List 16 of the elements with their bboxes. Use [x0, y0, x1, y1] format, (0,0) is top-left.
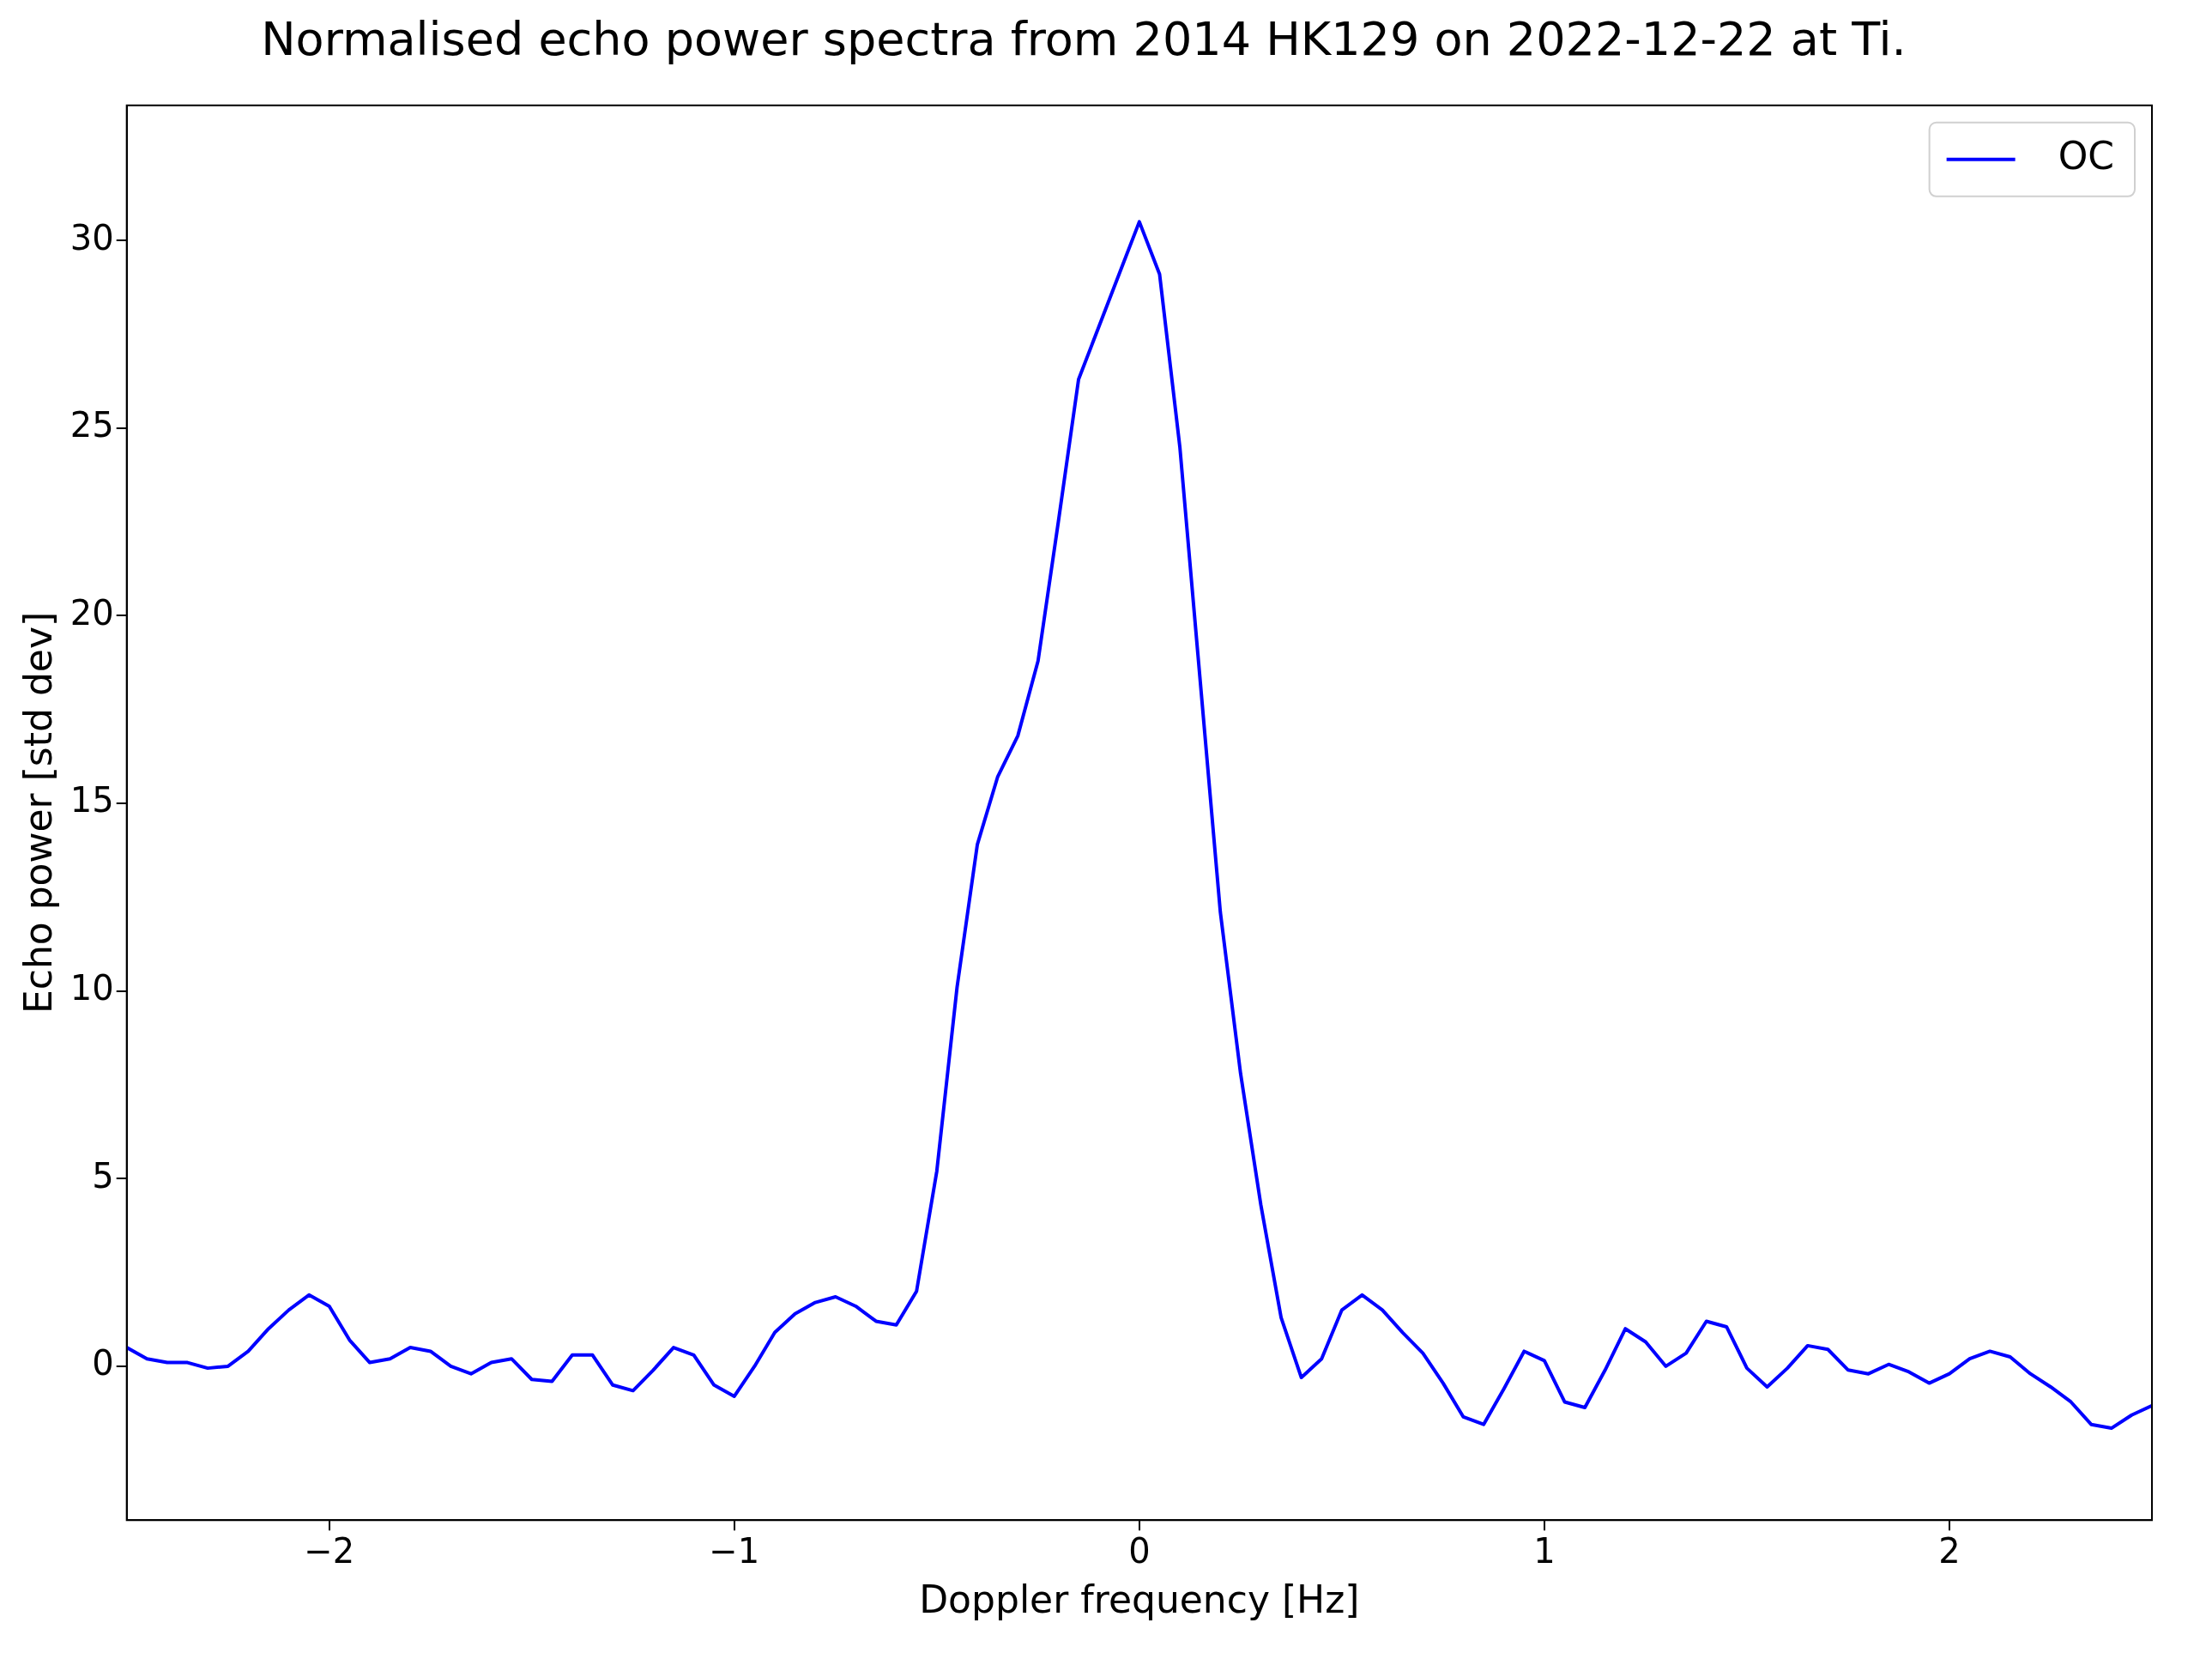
y-tick-label: 30 [70, 217, 114, 257]
y-tick-label: 5 [92, 1155, 114, 1196]
x-tick-label: −2 [304, 1530, 355, 1571]
x-axis-title: Doppler frequency [Hz] [919, 1577, 1360, 1622]
chart-title: Normalised echo power spectra from 2014 HK129 on 2022-12-22 at Ti. [261, 12, 1907, 67]
y-tick-label: 20 [70, 592, 114, 633]
x-tick-label: 1 [1533, 1530, 1556, 1571]
x-tick-label: 0 [1128, 1530, 1151, 1571]
y-tick-label: 10 [70, 968, 114, 1008]
y-tick-label: 15 [70, 780, 114, 820]
x-tick-label: 2 [1938, 1530, 1961, 1571]
x-tick-label: −1 [709, 1530, 760, 1571]
y-axis-title: Echo power [std dev] [15, 611, 60, 1014]
y-tick-label: 25 [70, 405, 114, 445]
y-tick-label: 0 [92, 1343, 114, 1384]
legend-label: OC [2058, 134, 2114, 179]
